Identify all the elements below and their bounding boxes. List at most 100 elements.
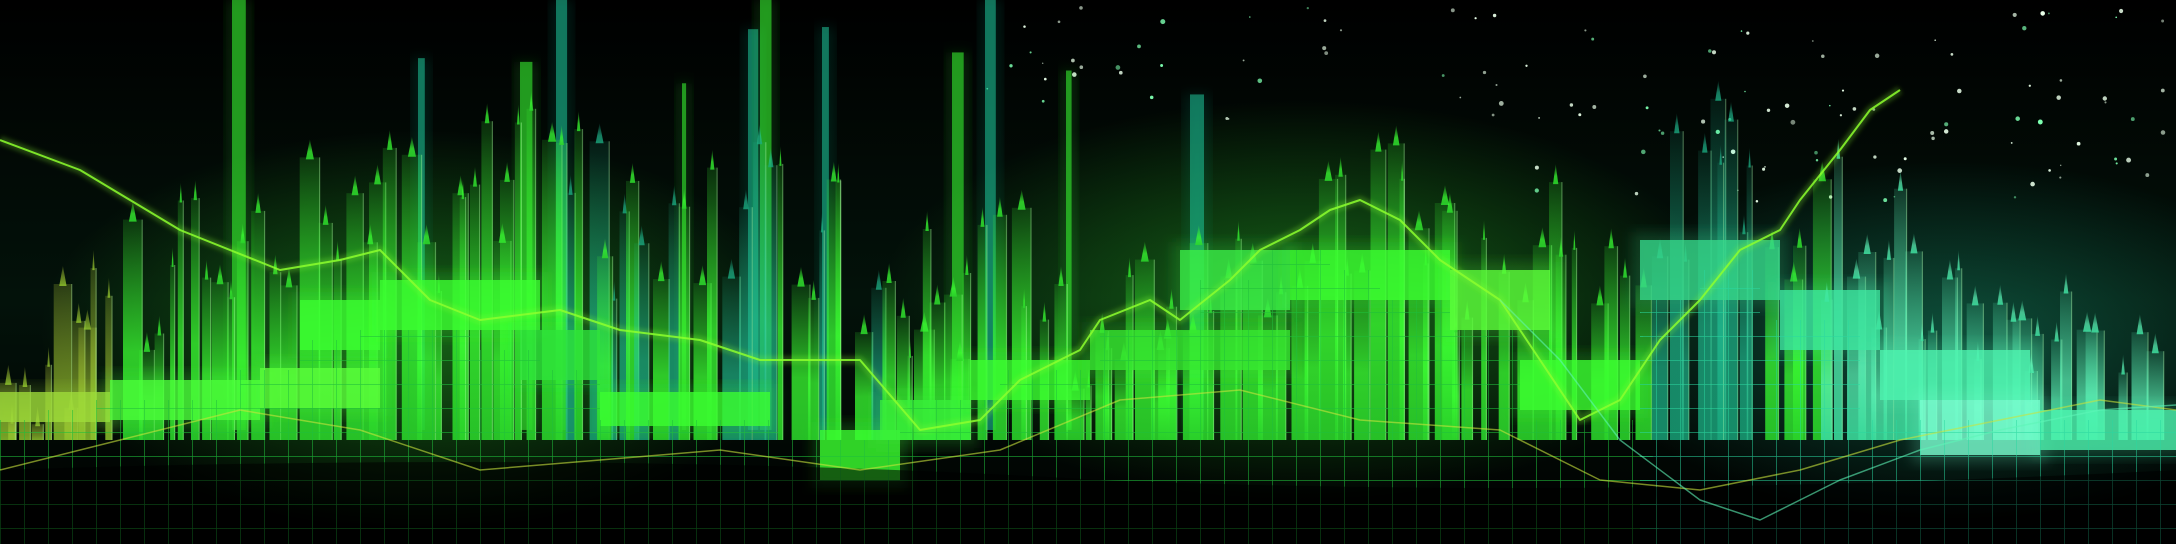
star bbox=[1931, 136, 1935, 141]
star bbox=[1118, 70, 1123, 75]
star bbox=[2114, 157, 2118, 161]
star bbox=[1225, 116, 1229, 121]
star bbox=[1903, 157, 1907, 161]
star bbox=[1322, 46, 1327, 51]
star bbox=[2145, 173, 2150, 178]
star bbox=[1821, 54, 1825, 58]
star bbox=[1839, 114, 1843, 117]
star bbox=[2059, 79, 2063, 82]
star bbox=[2028, 84, 2031, 87]
tower bbox=[707, 149, 718, 440]
star bbox=[1306, 6, 1309, 10]
star bbox=[1643, 74, 1647, 79]
star bbox=[1079, 65, 1084, 70]
star bbox=[1815, 159, 1819, 162]
tower bbox=[808, 279, 820, 440]
star bbox=[2040, 11, 2045, 16]
star bbox=[1491, 113, 1495, 117]
star bbox=[2037, 119, 2043, 125]
star bbox=[2012, 12, 2017, 17]
tower bbox=[739, 189, 753, 440]
star bbox=[1043, 77, 1047, 81]
star bbox=[1701, 119, 1706, 124]
star bbox=[2130, 117, 2135, 122]
star bbox=[2160, 88, 2165, 93]
star bbox=[1057, 20, 1061, 24]
star bbox=[2076, 141, 2081, 146]
star bbox=[2161, 19, 2165, 23]
tower bbox=[611, 280, 618, 440]
star bbox=[2119, 8, 2124, 14]
trend-lines bbox=[0, 86, 2176, 521]
star bbox=[1071, 58, 1075, 63]
star bbox=[1591, 37, 1595, 41]
tower bbox=[90, 250, 97, 440]
star bbox=[1762, 167, 1766, 171]
star bbox=[1660, 131, 1665, 135]
star bbox=[2115, 162, 2118, 165]
star bbox=[1339, 29, 1343, 32]
star bbox=[1658, 129, 1661, 132]
star bbox=[1534, 165, 1539, 170]
tower bbox=[764, 147, 778, 440]
star bbox=[1534, 188, 1539, 193]
star bbox=[2048, 169, 2051, 172]
star bbox=[1584, 29, 1587, 32]
star bbox=[1957, 88, 1962, 94]
star bbox=[1525, 64, 1528, 67]
star bbox=[1115, 65, 1121, 70]
star bbox=[1495, 83, 1498, 87]
tower bbox=[1555, 236, 1567, 440]
tower bbox=[977, 206, 988, 440]
star bbox=[1459, 96, 1462, 99]
star bbox=[1764, 166, 1766, 168]
star bbox=[1160, 64, 1164, 67]
star bbox=[1930, 131, 1935, 135]
star bbox=[2015, 116, 2020, 121]
tower bbox=[191, 180, 200, 440]
star bbox=[1708, 49, 1712, 53]
star bbox=[1934, 39, 1937, 42]
star bbox=[1023, 25, 1026, 28]
star bbox=[1257, 78, 1263, 84]
tower bbox=[202, 259, 212, 440]
star bbox=[1746, 31, 1750, 35]
star bbox=[1943, 129, 1949, 134]
star bbox=[1811, 40, 1814, 42]
star bbox=[1814, 150, 1818, 155]
star bbox=[2160, 130, 2166, 135]
tower bbox=[1571, 229, 1578, 440]
tower bbox=[236, 223, 249, 440]
star bbox=[1740, 30, 1743, 32]
star bbox=[2013, 196, 2017, 199]
star bbox=[2104, 101, 2107, 104]
star bbox=[1498, 100, 1504, 106]
star bbox=[1790, 119, 1796, 125]
star bbox=[1160, 19, 1166, 25]
star bbox=[2115, 16, 2118, 19]
star bbox=[1249, 16, 1251, 18]
star bbox=[1641, 149, 1646, 155]
star bbox=[1242, 59, 1245, 62]
star bbox=[1852, 107, 1857, 111]
star bbox=[2102, 96, 2107, 101]
tower bbox=[819, 212, 825, 440]
tower bbox=[177, 182, 184, 440]
star bbox=[2059, 176, 2062, 179]
star bbox=[1874, 53, 1880, 59]
star bbox=[1744, 90, 1746, 93]
star bbox=[1009, 64, 1013, 68]
star bbox=[2059, 164, 2062, 167]
star bbox=[1897, 168, 1903, 173]
tower bbox=[170, 247, 176, 440]
star bbox=[1450, 8, 1455, 13]
tower bbox=[574, 111, 584, 440]
star bbox=[1841, 89, 1845, 92]
star bbox=[1041, 62, 1044, 65]
star bbox=[1538, 116, 1541, 119]
star bbox=[2030, 181, 2035, 187]
tower bbox=[777, 145, 784, 440]
tower bbox=[791, 266, 811, 440]
star bbox=[2010, 141, 2013, 144]
